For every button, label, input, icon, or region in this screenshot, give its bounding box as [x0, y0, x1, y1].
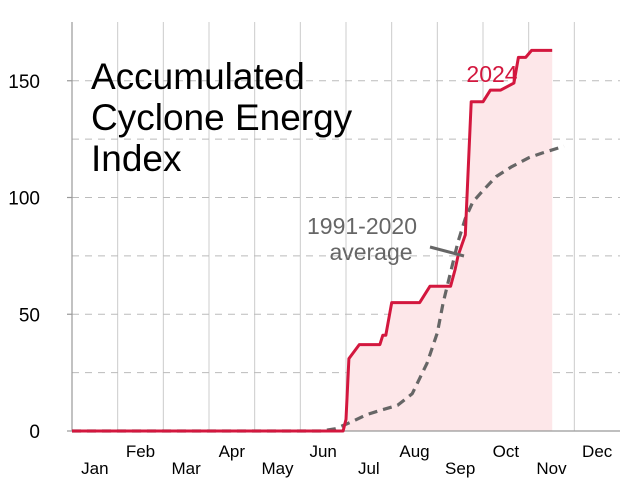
series-average-label: 1991-2020 average	[307, 213, 465, 265]
series-2024-fill	[72, 50, 553, 432]
y-tick-label: 150	[8, 72, 40, 93]
series-average-line	[72, 144, 565, 433]
month-labels: Jan Feb Mar Apr May Jun Jul Aug Sep Oct Nov Dec	[81, 442, 613, 478]
average-label-leader	[429, 245, 465, 258]
month-label: Feb	[126, 442, 155, 461]
y-tick-label: 0	[29, 422, 40, 443]
month-label: Sep	[445, 459, 475, 478]
month-label: Mar	[172, 459, 202, 478]
title-line-3: Index	[91, 138, 182, 179]
month-label: Jun	[309, 442, 336, 461]
month-label: Apr	[219, 442, 246, 461]
average-label-line-2: average	[329, 239, 412, 265]
series-2024-label: 2024	[466, 61, 517, 87]
month-label: Nov	[536, 459, 567, 478]
month-label: Oct	[493, 442, 520, 461]
series-2024-line	[72, 48, 553, 433]
month-label: Dec	[582, 442, 613, 461]
month-label: Jul	[358, 459, 380, 478]
title-line-2: Cyclone Energy	[91, 97, 353, 138]
title-line-1: Accumulated	[91, 56, 305, 97]
average-label-line-1: 1991-2020	[307, 213, 417, 239]
month-label: Jan	[81, 459, 108, 478]
month-label: Aug	[399, 442, 429, 461]
y-tick-label: 50	[19, 305, 40, 326]
month-label: May	[261, 459, 294, 478]
y-tick-labels: 0 50 100 150	[8, 72, 72, 443]
y-tick-label: 100	[8, 189, 40, 210]
chart-title: Accumulated Cyclone Energy Index	[91, 56, 353, 179]
